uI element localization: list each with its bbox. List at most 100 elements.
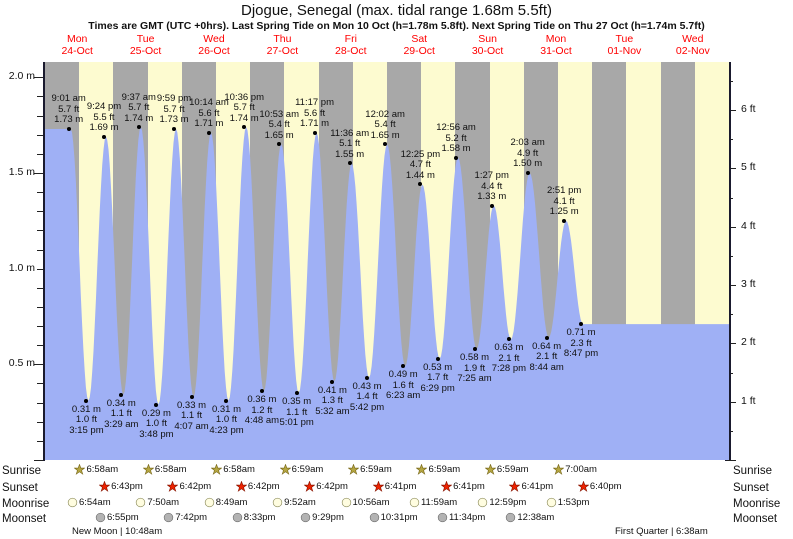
low-tide-label-7-line-0: 0.41 m <box>317 384 347 396</box>
day-header-24-oct: Mon 24-Oct <box>43 33 111 57</box>
low-tide-label-14: 0.71 m 2.3 ft 8:47 pm <box>546 328 616 360</box>
axis-tick <box>34 77 43 79</box>
y-axis-right-label-2: 4 ft <box>741 219 756 232</box>
astro-moonrise-time-1: 7:50am <box>147 497 180 508</box>
high-tide-label-5-line-2: 1.74 m <box>229 112 259 124</box>
astro-moonrise-time-3: 9:52am <box>284 497 316 508</box>
low-tide-label-7-line-1: 1.3 ft <box>321 395 343 407</box>
low-tide-label-4-line-1: 1.0 ft <box>215 414 238 426</box>
astro-sunrise-entry-3: 6:59am <box>279 463 323 476</box>
day-header-31-oct: Mon 31-Oct <box>522 33 590 57</box>
high-tide-label-0-line-2: 1.73 m <box>54 114 84 126</box>
low-tide-label-2-line-1: 1.0 ft <box>145 418 167 429</box>
low-tide-dot-10 <box>435 356 440 361</box>
day-date: 25-Oct <box>129 45 162 57</box>
sunrise-star-icon <box>415 463 428 475</box>
high-tide-label-7-line-2: 1.71 m <box>300 118 330 130</box>
high-tide-label-13: 2:03 am 4.9 ft 1.50 m <box>493 138 563 170</box>
sunrise-star-icon <box>279 463 292 475</box>
axis-tick <box>37 211 43 213</box>
astro-moonset-time-6: 12:38am <box>517 512 555 523</box>
high-tide-label-13-line-0: 2:03 am <box>510 137 545 149</box>
axis-tick <box>37 230 43 232</box>
low-tide-label-3-line-1: 1.1 ft <box>180 410 203 422</box>
day-date: 31-Oct <box>540 45 572 57</box>
low-tide-label-1-line-0: 0.34 m <box>106 397 136 409</box>
low-tide-label-2-line-2: 3:48 pm <box>139 428 174 440</box>
low-tide-label-10-line-1: 1.7 ft <box>427 372 449 384</box>
astro-sunset-time-2: 6:42pm <box>247 481 280 492</box>
low-tide-dot-12 <box>506 337 511 342</box>
astro-sunrise-time-4: 6:59am <box>360 464 392 475</box>
high-tide-dot-5 <box>242 125 247 130</box>
astro-sunset-time-6: 6:41pm <box>521 481 554 492</box>
astro-moonrise-entry-4: 10:56am <box>341 497 390 509</box>
axis-tick <box>727 110 736 112</box>
astro-moonset-time-0: 6:55pm <box>106 512 139 523</box>
low-tide-label-5-line-2: 4:48 am <box>244 415 280 427</box>
high-tide-dot-13 <box>525 170 530 175</box>
high-tide-label-10-line-1: 4.7 ft <box>409 159 431 171</box>
high-tide-label-4-line-0: 10:14 am <box>189 97 229 109</box>
high-tide-label-0-line-0: 9:01 am <box>51 93 86 105</box>
sunset-star-icon <box>440 480 453 492</box>
sunset-star-icon <box>166 480 179 492</box>
day-date: 26-Oct <box>198 45 230 57</box>
low-tide-label-1: 0.34 m 1.1 ft 3:29 am <box>86 397 156 431</box>
moonrise-circle-icon <box>477 497 488 508</box>
astro-sunrise-time-0: 6:58am <box>86 464 119 475</box>
astro-sunrise-entry-0: 6:58am <box>73 463 119 476</box>
low-tide-dot-14 <box>579 322 584 327</box>
axis-tick <box>37 249 43 251</box>
astro-moonset-time-4: 10:31pm <box>380 512 418 523</box>
high-tide-dot-9 <box>383 142 388 147</box>
sunset-star-icon <box>577 480 590 492</box>
astro-sunrise-time-7: 7:00am <box>565 464 597 475</box>
high-tide-dot-6 <box>277 142 282 147</box>
low-tide-label-9: 0.49 m 1.6 ft 6:23 am <box>368 370 438 402</box>
axis-tick <box>34 364 43 366</box>
low-tide-label-2: 0.29 m 1.0 ft 3:48 pm <box>121 408 191 441</box>
axis-tick <box>37 115 43 117</box>
day-date: 29-Oct <box>403 45 435 57</box>
astro-row-label-moonrise-left: Moonrise <box>2 498 50 510</box>
astro-moonrise-entry-6: 12:59pm <box>477 497 526 509</box>
day-weekday: Wed <box>203 33 225 45</box>
moonrise-circle-icon <box>67 497 78 508</box>
day-header-28-oct: Fri 28-Oct <box>317 33 385 57</box>
astro-moonset-entry-0: 6:55pm <box>95 512 139 524</box>
astro-sunrise-time-5: 6:59am <box>428 464 461 475</box>
day-weekday: Tue <box>136 33 155 45</box>
high-tide-label-14-line-1: 4.1 ft <box>553 195 575 207</box>
astro-sunrise-entry-1: 6:58am <box>142 463 187 476</box>
high-tide-label-10-line-0: 12:25 pm <box>400 148 441 160</box>
axis-tick <box>37 402 43 404</box>
low-tide-dot-1 <box>119 392 124 397</box>
astro-moonset-entry-4: 10:31pm <box>369 512 418 524</box>
low-tide-label-8: 0.43 m 1.4 ft 5:42 pm <box>332 381 402 414</box>
high-tide-label-7-line-0: 11:17 pm <box>295 97 334 109</box>
high-tide-label-5-line-0: 10:36 pm <box>224 91 265 103</box>
low-tide-label-5-line-1: 1.2 ft <box>251 404 273 416</box>
astro-sunrise-entry-2: 6:58am <box>210 463 255 476</box>
low-tide-label-13-line-1: 2.1 ft <box>536 351 558 363</box>
axis-tick <box>37 192 43 194</box>
high-tide-label-7: 11:17 pm 5.6 ft 1.71 m <box>280 98 350 130</box>
astro-sunset-time-5: 6:41pm <box>453 481 485 492</box>
high-tide-dot-4 <box>206 130 211 135</box>
high-tide-label-11-line-2: 1.58 m <box>441 143 471 155</box>
astro-moonset-time-3: 9:29pm <box>312 512 344 523</box>
low-tide-label-6-line-0: 0.35 m <box>282 396 312 408</box>
astro-moonrise-entry-3: 9:52am <box>272 497 316 509</box>
astro-row-label-moonset-right: Moonset <box>733 513 778 525</box>
astro-sunrise-entry-5: 6:59am <box>415 463 461 476</box>
axis-tick <box>34 172 43 174</box>
high-tide-dot-1 <box>101 134 106 139</box>
high-tide-label-1-line-2: 1.69 m <box>89 122 119 134</box>
high-tide-label-2-line-0: 9:37 am <box>121 91 156 103</box>
day-header-26-oct: Wed 26-Oct <box>180 33 248 57</box>
day-date: 02-Nov <box>675 45 710 57</box>
astro-sunrise-time-2: 6:58am <box>223 464 255 475</box>
day-weekday: Tue <box>615 33 634 45</box>
low-tide-label-0-line-1: 1.0 ft <box>75 414 98 426</box>
